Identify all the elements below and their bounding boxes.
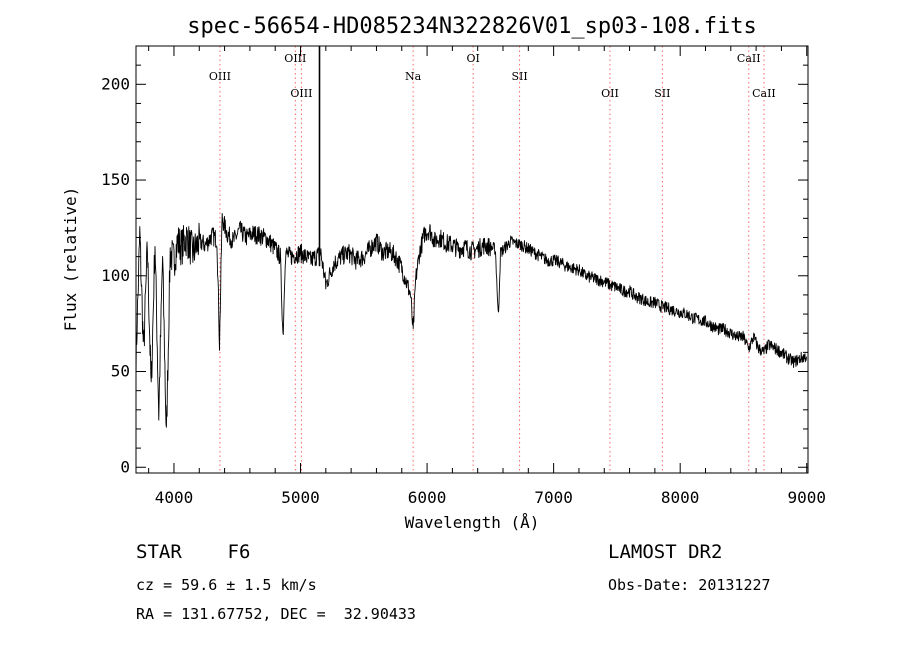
axes-layer: 4000 5000 6000 7000 8000 9000 0 50 100 150 200 [101,46,826,507]
x-tick-label: 4000 [155,488,194,507]
x-tick-label: 9000 [787,488,826,507]
y-tick-label: 0 [120,457,130,476]
line-marker-label: SII [511,70,527,83]
y-tick-label: 150 [101,170,130,189]
y-tick-label: 50 [111,362,130,381]
coordinates-readout: RA = 131.67752, DEC = 32.90433 [136,605,416,623]
line-marker-label: CaII [752,87,776,100]
spectrum-layer [135,46,807,428]
line-marker-label: OII [601,87,619,100]
x-tick-label: 5000 [281,488,320,507]
y-tick-label: 100 [101,266,130,285]
obs-date-label: Obs-Date: 20131227 [608,576,771,594]
plot-frame [135,45,809,474]
line-marker-label: OI [466,52,479,65]
x-tick-label: 6000 [408,488,447,507]
line-marker-label: OIII [284,52,306,65]
star-class-label: STAR F6 [136,541,251,563]
chart-title: spec-56654-HD085234N322826V01_sp03-108.f… [187,14,757,39]
x-axis-label: Wavelength (Å) [405,513,540,532]
survey-label: LAMOST DR2 [608,541,723,563]
y-tick-label: 200 [101,74,130,93]
line-marker-label: Na [405,70,422,83]
spectrum-series-line [135,213,807,428]
x-tick-label: 7000 [534,488,573,507]
spectral-line-markers: OIII OIII OIII Na OI SII OII SII CaII CaII [209,46,776,473]
line-marker-label: CaII [737,52,761,65]
x-tick-label: 8000 [661,488,700,507]
line-marker-label: OIII [290,87,312,100]
line-marker-label: OIII [209,70,231,83]
redshift-readout: cz = 59.6 ± 1.5 km/s [136,576,317,594]
y-axis-label: Flux (relative) [61,187,80,332]
line-marker-label: SII [654,87,670,100]
